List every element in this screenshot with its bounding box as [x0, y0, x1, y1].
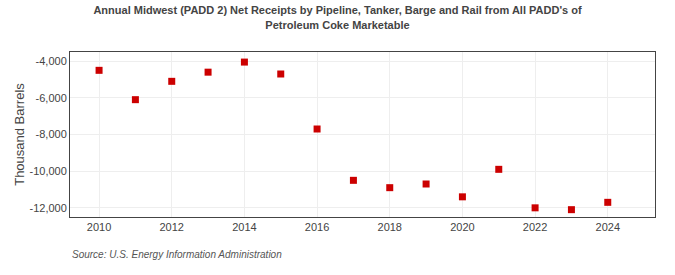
svg-text:Source: U.S. Energy Informatio: Source: U.S. Energy Information Administ…: [72, 249, 282, 260]
svg-text:2014: 2014: [232, 221, 256, 233]
svg-text:2012: 2012: [159, 221, 183, 233]
svg-text:2018: 2018: [378, 221, 402, 233]
svg-text:2024: 2024: [596, 221, 620, 233]
svg-text:Thousand Barrels: Thousand Barrels: [12, 83, 27, 186]
svg-text:-10,000: -10,000: [29, 165, 66, 177]
svg-text:2010: 2010: [87, 221, 111, 233]
svg-text:-12,000: -12,000: [29, 202, 66, 214]
svg-text:2020: 2020: [450, 221, 474, 233]
svg-text:-4,000: -4,000: [36, 55, 67, 67]
svg-text:2022: 2022: [523, 221, 547, 233]
svg-text:Annual Midwest (PADD 2) Net Re: Annual Midwest (PADD 2) Net Receipts by …: [93, 4, 581, 30]
svg-text:-8,000: -8,000: [36, 128, 67, 140]
svg-text:2016: 2016: [305, 221, 329, 233]
svg-text:-6,000: -6,000: [36, 92, 67, 104]
